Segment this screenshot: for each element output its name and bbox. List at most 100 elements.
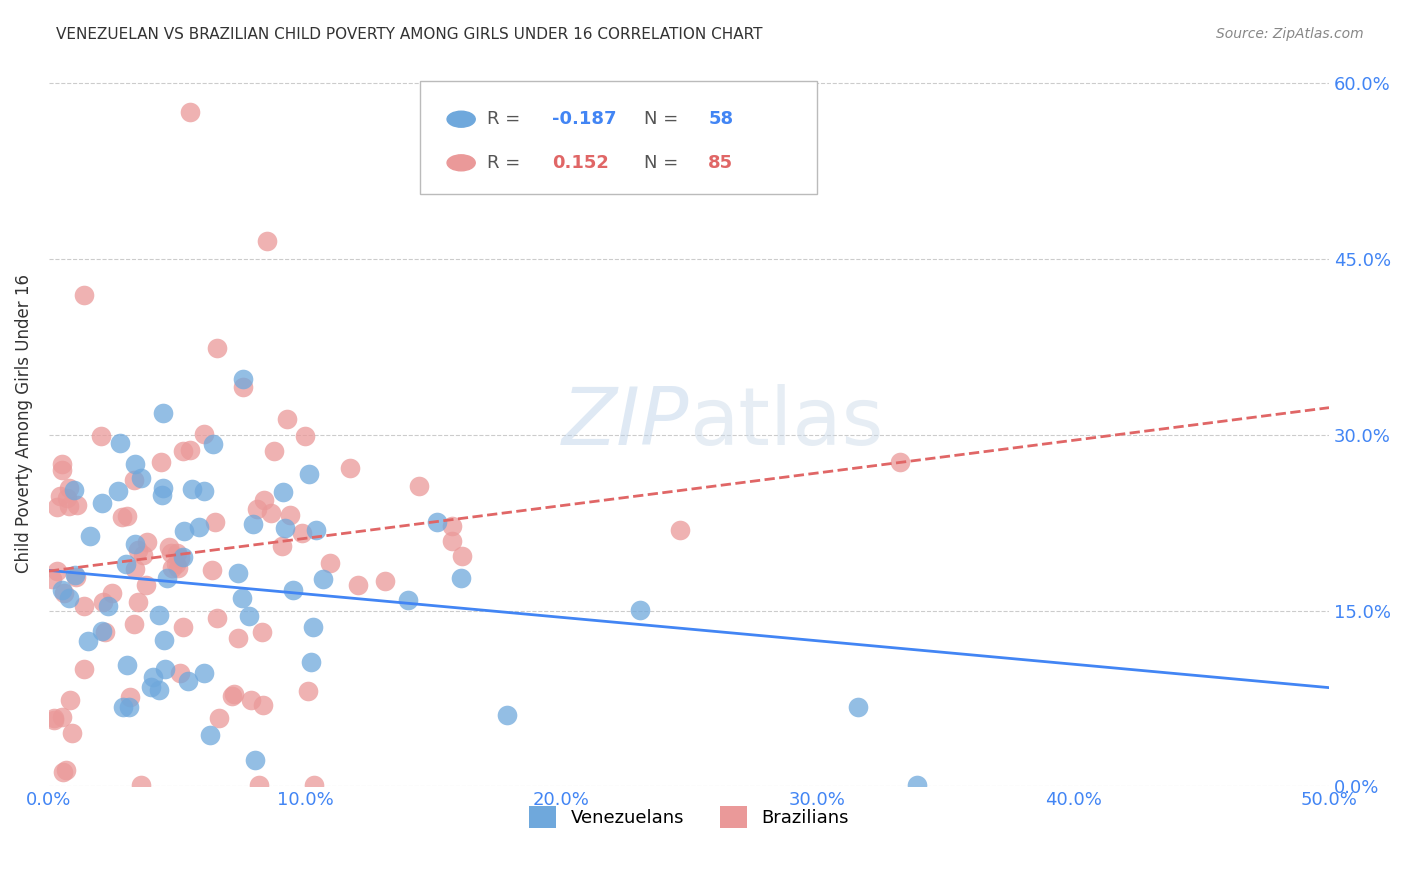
Legend: Venezuelans, Brazilians: Venezuelans, Brazilians bbox=[522, 799, 856, 836]
Point bbox=[65, 567, 87, 582]
Point bbox=[51, 457, 73, 471]
Point bbox=[51, 583, 73, 598]
Point bbox=[205, 611, 228, 625]
Point bbox=[97, 599, 120, 614]
Y-axis label: Child Poverty Among Girls Under 16: Child Poverty Among Girls Under 16 bbox=[15, 274, 32, 573]
Point bbox=[426, 515, 449, 529]
Point bbox=[256, 235, 278, 249]
Point bbox=[42, 713, 65, 727]
Point bbox=[153, 633, 176, 648]
Point bbox=[294, 429, 316, 443]
Text: 85: 85 bbox=[709, 153, 734, 172]
Point bbox=[450, 570, 472, 584]
Point bbox=[408, 479, 430, 493]
Point bbox=[396, 593, 419, 607]
Point bbox=[207, 711, 229, 725]
Point bbox=[846, 699, 869, 714]
Circle shape bbox=[447, 112, 475, 128]
Point bbox=[56, 491, 79, 506]
Point bbox=[226, 566, 249, 581]
Point bbox=[73, 662, 96, 676]
Point bbox=[45, 500, 67, 514]
Text: R =: R = bbox=[486, 153, 526, 172]
Point bbox=[127, 543, 149, 558]
Point bbox=[167, 561, 190, 575]
Point bbox=[179, 442, 201, 457]
Point bbox=[252, 698, 274, 712]
Point bbox=[135, 578, 157, 592]
Point bbox=[132, 549, 155, 563]
Text: N =: N = bbox=[644, 153, 685, 172]
Point bbox=[90, 496, 112, 510]
Point bbox=[148, 607, 170, 622]
Point bbox=[73, 288, 96, 302]
Point bbox=[101, 586, 124, 600]
Point bbox=[156, 571, 179, 585]
Point bbox=[263, 444, 285, 458]
Point bbox=[122, 617, 145, 632]
Point bbox=[302, 620, 325, 634]
Point bbox=[41, 573, 63, 587]
Point bbox=[165, 558, 187, 572]
Point bbox=[155, 662, 177, 676]
Point bbox=[142, 669, 165, 683]
Point bbox=[77, 634, 100, 648]
Point bbox=[188, 520, 211, 534]
Point bbox=[94, 624, 117, 639]
Point bbox=[111, 510, 134, 524]
Text: 58: 58 bbox=[709, 111, 734, 128]
Point bbox=[172, 550, 194, 565]
Point bbox=[374, 574, 396, 588]
Point bbox=[200, 728, 222, 742]
Point bbox=[107, 483, 129, 498]
Point bbox=[232, 372, 254, 386]
Point bbox=[169, 551, 191, 566]
Point bbox=[905, 778, 928, 792]
Point bbox=[58, 591, 80, 605]
Point bbox=[238, 608, 260, 623]
Point bbox=[319, 557, 342, 571]
FancyBboxPatch shape bbox=[420, 81, 817, 194]
Point bbox=[58, 499, 80, 513]
Point bbox=[193, 426, 215, 441]
Point bbox=[201, 563, 224, 577]
Point bbox=[346, 578, 368, 592]
Point bbox=[339, 461, 361, 475]
Point bbox=[441, 534, 464, 549]
Circle shape bbox=[447, 155, 475, 170]
Point bbox=[169, 665, 191, 680]
Point bbox=[166, 546, 188, 560]
Point bbox=[91, 594, 114, 608]
Point bbox=[160, 561, 183, 575]
Point bbox=[53, 586, 76, 600]
Point bbox=[117, 508, 139, 523]
Point bbox=[59, 693, 82, 707]
Point bbox=[889, 455, 911, 469]
Point bbox=[157, 540, 180, 554]
Point bbox=[252, 624, 274, 639]
Text: N =: N = bbox=[644, 111, 685, 128]
Point bbox=[253, 492, 276, 507]
Point bbox=[450, 549, 472, 563]
Point bbox=[232, 380, 254, 394]
Point bbox=[124, 562, 146, 576]
Point bbox=[242, 516, 264, 531]
Point bbox=[302, 778, 325, 792]
Point bbox=[124, 457, 146, 471]
Point bbox=[136, 535, 159, 549]
Point bbox=[114, 557, 136, 571]
Point bbox=[231, 591, 253, 606]
Point bbox=[276, 412, 298, 426]
Point bbox=[204, 516, 226, 530]
Point bbox=[72, 599, 94, 614]
Point bbox=[108, 436, 131, 450]
Point bbox=[152, 406, 174, 420]
Point bbox=[247, 778, 270, 792]
Point bbox=[152, 481, 174, 495]
Text: ZIP: ZIP bbox=[561, 384, 689, 462]
Point bbox=[180, 482, 202, 496]
Point bbox=[193, 483, 215, 498]
Point bbox=[150, 487, 173, 501]
Point bbox=[274, 521, 297, 535]
Point bbox=[90, 429, 112, 443]
